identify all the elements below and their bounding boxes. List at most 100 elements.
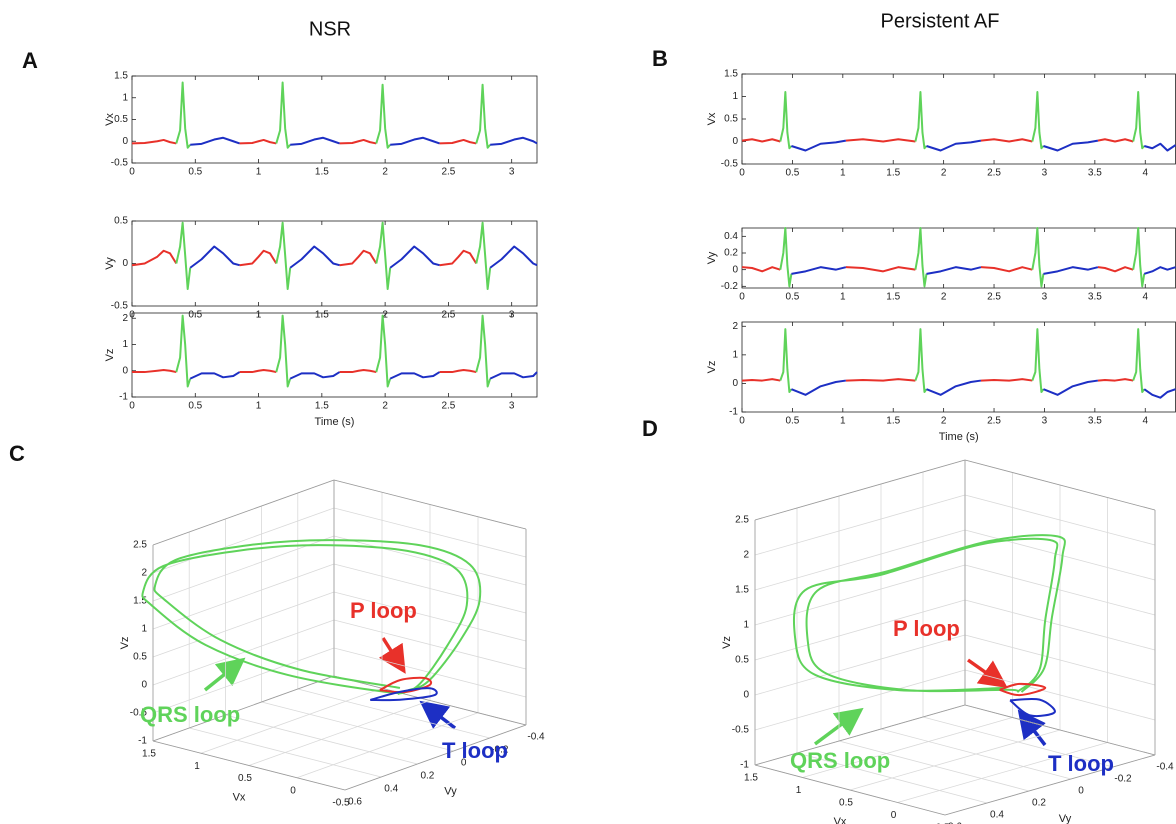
y-tick-label: 0.5: [114, 216, 128, 227]
grid-line: [849, 729, 1061, 791]
plot-frame: [131, 75, 538, 164]
axes-3d: -1 -0.5 0 0.5 1 1.5 2 2.5 -0.5 0 0.5 1 1.5 -0.4 -0.2 0 0…: [721, 459, 1174, 824]
ecg-trace: [741, 378, 1134, 382]
grid-line: [225, 714, 418, 765]
grid-line: [802, 717, 1013, 778]
y-axis-label: Vz: [104, 349, 116, 362]
y-axis-label: Vy: [706, 251, 718, 264]
y-tick-label: 2: [122, 313, 128, 324]
grid-line: [964, 529, 1156, 581]
y-tick-label: 0: [122, 258, 128, 269]
annotation: P loop: [350, 598, 417, 623]
grid-line: [333, 591, 527, 642]
annotation: P loop: [893, 616, 960, 641]
grid-line: [754, 564, 966, 626]
y-tick-label: 0.2: [724, 248, 738, 259]
box-edge: [152, 479, 335, 546]
x-tick-label: -0.5: [932, 823, 950, 824]
arrow: [419, 700, 457, 730]
x-tick-label: 1.5: [315, 401, 329, 412]
axes-3d: -1 -0.5 0 0.5 1 1.5 2 2.5 -0.5 0 0.5 1 1.5 -0.4 -0.2 0 0…: [119, 479, 545, 809]
plot-frame: [131, 312, 538, 398]
z-tick-label: 0: [743, 690, 749, 701]
box-edge: [754, 459, 966, 521]
arrow: [966, 658, 1008, 689]
y-axis-label: Vy: [104, 257, 116, 270]
x-axis-label: Vx: [233, 791, 246, 803]
ecg-trace: [791, 139, 1176, 152]
arrow: [1017, 709, 1047, 747]
ecg-trace: [175, 81, 491, 149]
grid-line: [880, 728, 1072, 780]
grid-line: [964, 564, 1156, 616]
y-tick-label: -1: [729, 407, 738, 418]
y-tick-label: -0.5: [721, 159, 739, 170]
x-tick-label: 3: [1042, 416, 1048, 427]
z-tick-label: 1: [141, 624, 147, 635]
x-tick-label: 0: [739, 416, 745, 427]
z-tick-label: 2.5: [133, 540, 147, 551]
ecg-trace: [741, 266, 1134, 273]
arrow: [378, 637, 406, 674]
ecg-trace: [791, 379, 1176, 399]
grid-line: [200, 687, 383, 754]
grid-line: [297, 688, 490, 739]
ecg-trace: [131, 138, 477, 145]
y-tick-label: 0: [732, 378, 738, 389]
z-tick-label: 2.5: [735, 515, 749, 526]
y-tick-label: 0.5: [724, 114, 738, 125]
grid-line: [754, 599, 966, 661]
x-tick-label: 3.5: [1088, 292, 1102, 303]
subplot: 0 0.5 1 1.5 2 2.5 3 3.5 4-0.500.511.5Vx: [706, 69, 1176, 179]
y-tick-label: 0.6: [948, 822, 962, 824]
y-tick-label: -0.4: [1156, 762, 1174, 773]
grid-line: [964, 634, 1156, 686]
grid-line: [796, 752, 988, 804]
box-edge: [152, 675, 335, 742]
x-tick-label: 2: [941, 416, 947, 427]
x-tick-label: 3: [1042, 168, 1048, 179]
box-edge: [754, 704, 966, 766]
ecg-trace: [132, 368, 477, 374]
x-tick-label: 2: [941, 168, 947, 179]
subplot: 00.511.522.53-0.500.5Vy: [104, 216, 538, 321]
ecg-trace: [175, 314, 492, 388]
y-tick-label: 0.2: [1032, 798, 1046, 809]
vcg-loop: [999, 682, 1047, 697]
y-tick-label: -0.2: [721, 281, 739, 292]
grid-line: [152, 647, 335, 714]
x-tick-label: 4: [1142, 168, 1148, 179]
x-tick-label: 2: [382, 167, 388, 178]
ecg-trace: [189, 371, 538, 380]
z-tick-label: 0.5: [133, 652, 147, 663]
x-tick-label: 2: [941, 292, 947, 303]
y-tick-label: -0.5: [111, 301, 129, 312]
vcg-loop: [369, 687, 438, 702]
x-tick-label: 2.5: [987, 416, 1001, 427]
grid-line: [922, 716, 1114, 768]
ecg-trace: [190, 136, 538, 146]
box-edge: [964, 459, 1156, 511]
x-tick-label: 0.5: [785, 168, 799, 179]
plot-frame: [741, 321, 1176, 413]
y-tick-label: -0.5: [111, 158, 129, 169]
grid-line: [964, 669, 1156, 721]
box-edge: [333, 479, 527, 530]
x-tick-label: 0.5: [238, 773, 252, 784]
x-tick-label: 1.5: [315, 167, 329, 178]
box-edge: [754, 764, 946, 816]
grid-line: [333, 563, 527, 614]
x-tick-label: 0: [290, 785, 296, 796]
x-tick-label: 0.5: [188, 401, 202, 412]
grid-line: [754, 634, 966, 696]
grid-line: [754, 669, 966, 731]
grid-line: [754, 494, 966, 556]
x-tick-label: 1: [194, 761, 200, 772]
plot-frame: [741, 227, 1176, 289]
grid-line: [333, 535, 527, 586]
y-axis-label: Vz: [706, 361, 718, 374]
arrow: [203, 657, 246, 692]
box-edge: [333, 675, 527, 726]
y-axis-label: Vy: [1059, 813, 1072, 824]
ecg-trace: [741, 138, 1134, 143]
